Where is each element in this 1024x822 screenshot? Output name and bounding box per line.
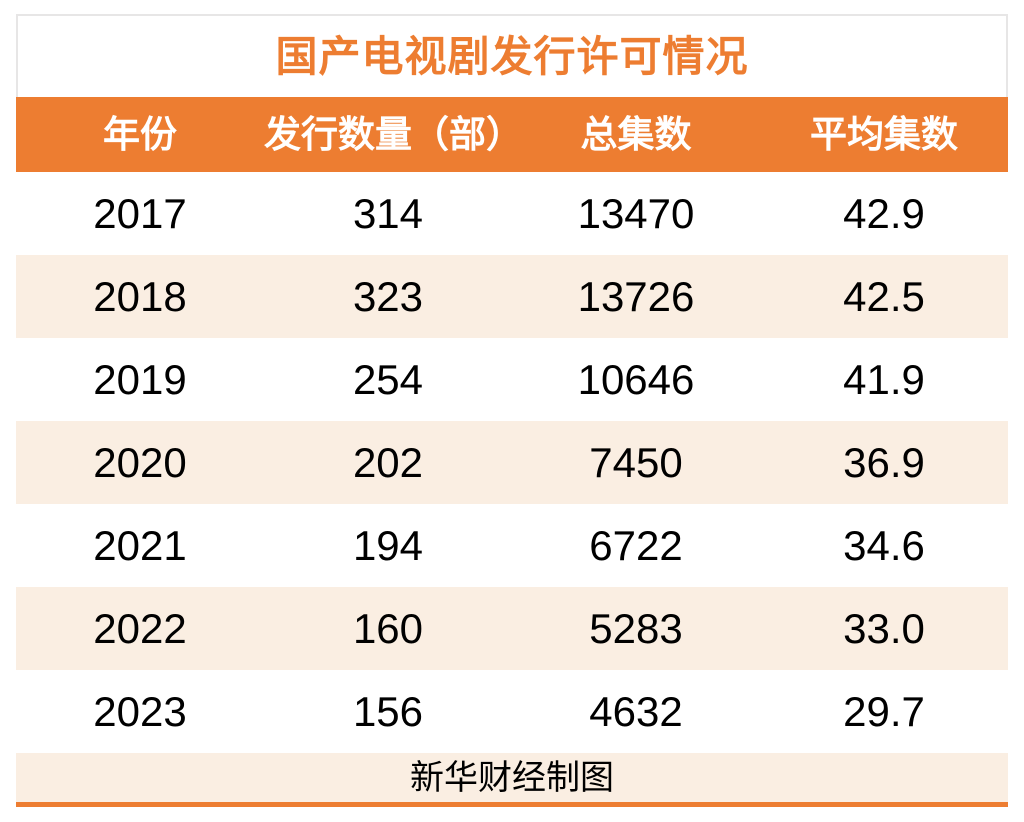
table-row-2023: 2023 156 4632 29.7 <box>16 670 1008 753</box>
cell-avg-episodes: 29.7 <box>843 687 925 735</box>
table-row-2019: 2019 254 10646 41.9 <box>16 338 1008 421</box>
table-title: 国产电视剧发行许可情况 <box>275 32 749 80</box>
cell-total-episodes: 10646 <box>577 355 695 403</box>
column-header-total-episodes: 总集数 <box>580 114 692 155</box>
cell-year: 2021 <box>93 521 187 569</box>
license-table-card: 国产电视剧发行许可情况 年份 发行数量（部） 总集数 平均集数 2017 314… <box>16 14 1008 807</box>
cell-count: 160 <box>352 604 424 652</box>
table-title-block: 国产电视剧发行许可情况 <box>16 14 1008 97</box>
table-row-2018: 2018 323 13726 42.5 <box>16 255 1008 338</box>
cell-year: 2020 <box>93 438 187 486</box>
source-credit-row: 新华财经制图 <box>16 753 1008 802</box>
table-row-2017: 2017 314 13470 42.9 <box>16 172 1008 255</box>
cell-year: 2018 <box>93 272 187 320</box>
table-header-row: 年份 发行数量（部） 总集数 平均集数 <box>16 97 1008 172</box>
table-row-2021: 2021 194 6722 34.6 <box>16 504 1008 587</box>
source-credit: 新华财经制图 <box>410 758 614 797</box>
cell-total-episodes: 5283 <box>589 604 683 652</box>
cell-total-episodes: 13726 <box>577 272 695 320</box>
cell-total-episodes: 7450 <box>589 438 683 486</box>
cell-avg-episodes: 41.9 <box>843 355 925 403</box>
cell-avg-episodes: 34.6 <box>843 521 925 569</box>
column-header-count: 发行数量（部） <box>264 114 523 155</box>
cell-avg-episodes: 36.9 <box>843 438 925 486</box>
cell-year: 2019 <box>93 355 187 403</box>
cell-count: 194 <box>352 521 424 569</box>
cell-avg-episodes: 42.5 <box>843 272 925 320</box>
cell-total-episodes: 6722 <box>589 521 683 569</box>
table-row-2020: 2020 202 7450 36.9 <box>16 421 1008 504</box>
cell-year: 2022 <box>93 604 187 652</box>
cell-count: 202 <box>352 438 424 486</box>
table-row-2022: 2022 160 5283 33.0 <box>16 587 1008 670</box>
cell-total-episodes: 4632 <box>589 687 683 735</box>
cell-avg-episodes: 33.0 <box>843 604 925 652</box>
cell-count: 254 <box>352 355 424 403</box>
cell-avg-episodes: 42.9 <box>843 189 925 237</box>
bottom-accent-line <box>16 802 1008 807</box>
column-header-year: 年份 <box>103 114 177 155</box>
cell-count: 314 <box>352 189 424 237</box>
column-header-avg-episodes: 平均集数 <box>810 114 958 155</box>
cell-total-episodes: 13470 <box>577 189 695 237</box>
cell-count: 156 <box>352 687 424 735</box>
cell-year: 2017 <box>93 189 187 237</box>
cell-year: 2023 <box>93 687 187 735</box>
cell-count: 323 <box>352 272 424 320</box>
